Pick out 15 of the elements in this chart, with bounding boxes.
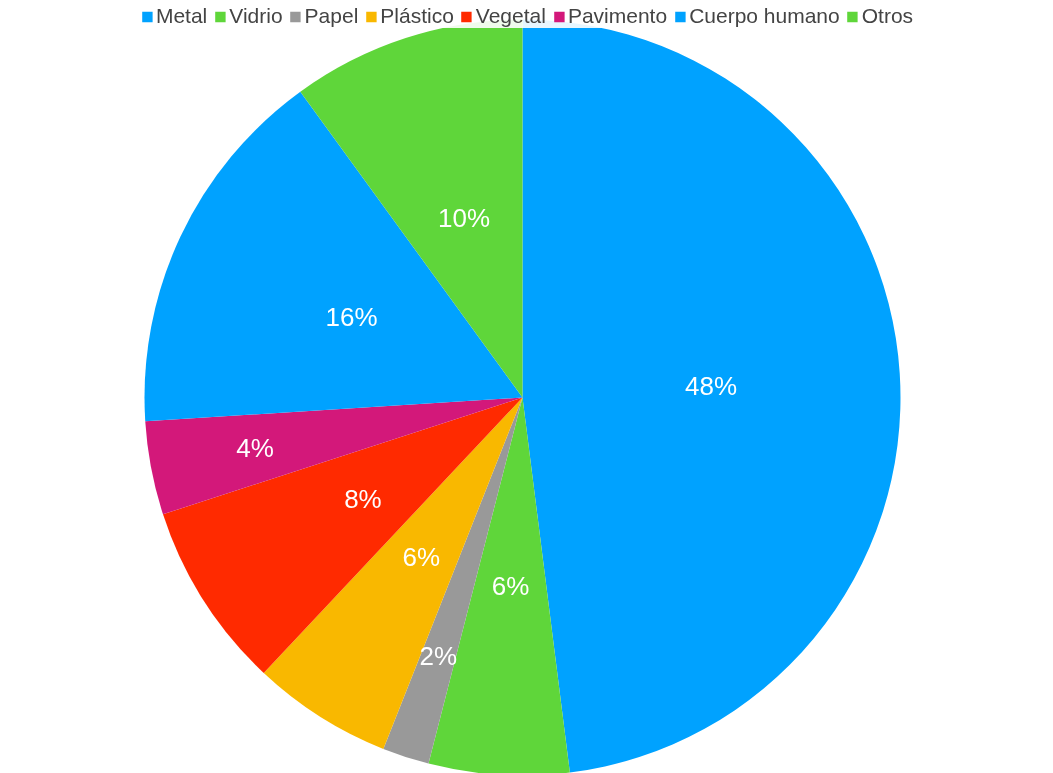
data-label: 4% — [236, 433, 274, 464]
data-label: 10% — [438, 202, 491, 233]
legend-label: Metal — [155, 4, 208, 28]
data-label: 6% — [491, 571, 530, 602]
data-label: 6% — [402, 542, 441, 573]
legend-label: Pavimento — [567, 4, 668, 28]
legend-label: Papel — [304, 4, 359, 28]
legend-label: Vidrio — [229, 4, 283, 28]
legend-label: Vegetal — [475, 4, 546, 28]
data-label: 48% — [685, 370, 738, 401]
data-label: 8% — [344, 483, 382, 514]
data-label: 16% — [325, 302, 378, 333]
legend-label: Cuerpo humano — [689, 4, 840, 28]
legend-label: Plástico — [380, 4, 454, 28]
legend-label: Otros — [861, 4, 914, 28]
